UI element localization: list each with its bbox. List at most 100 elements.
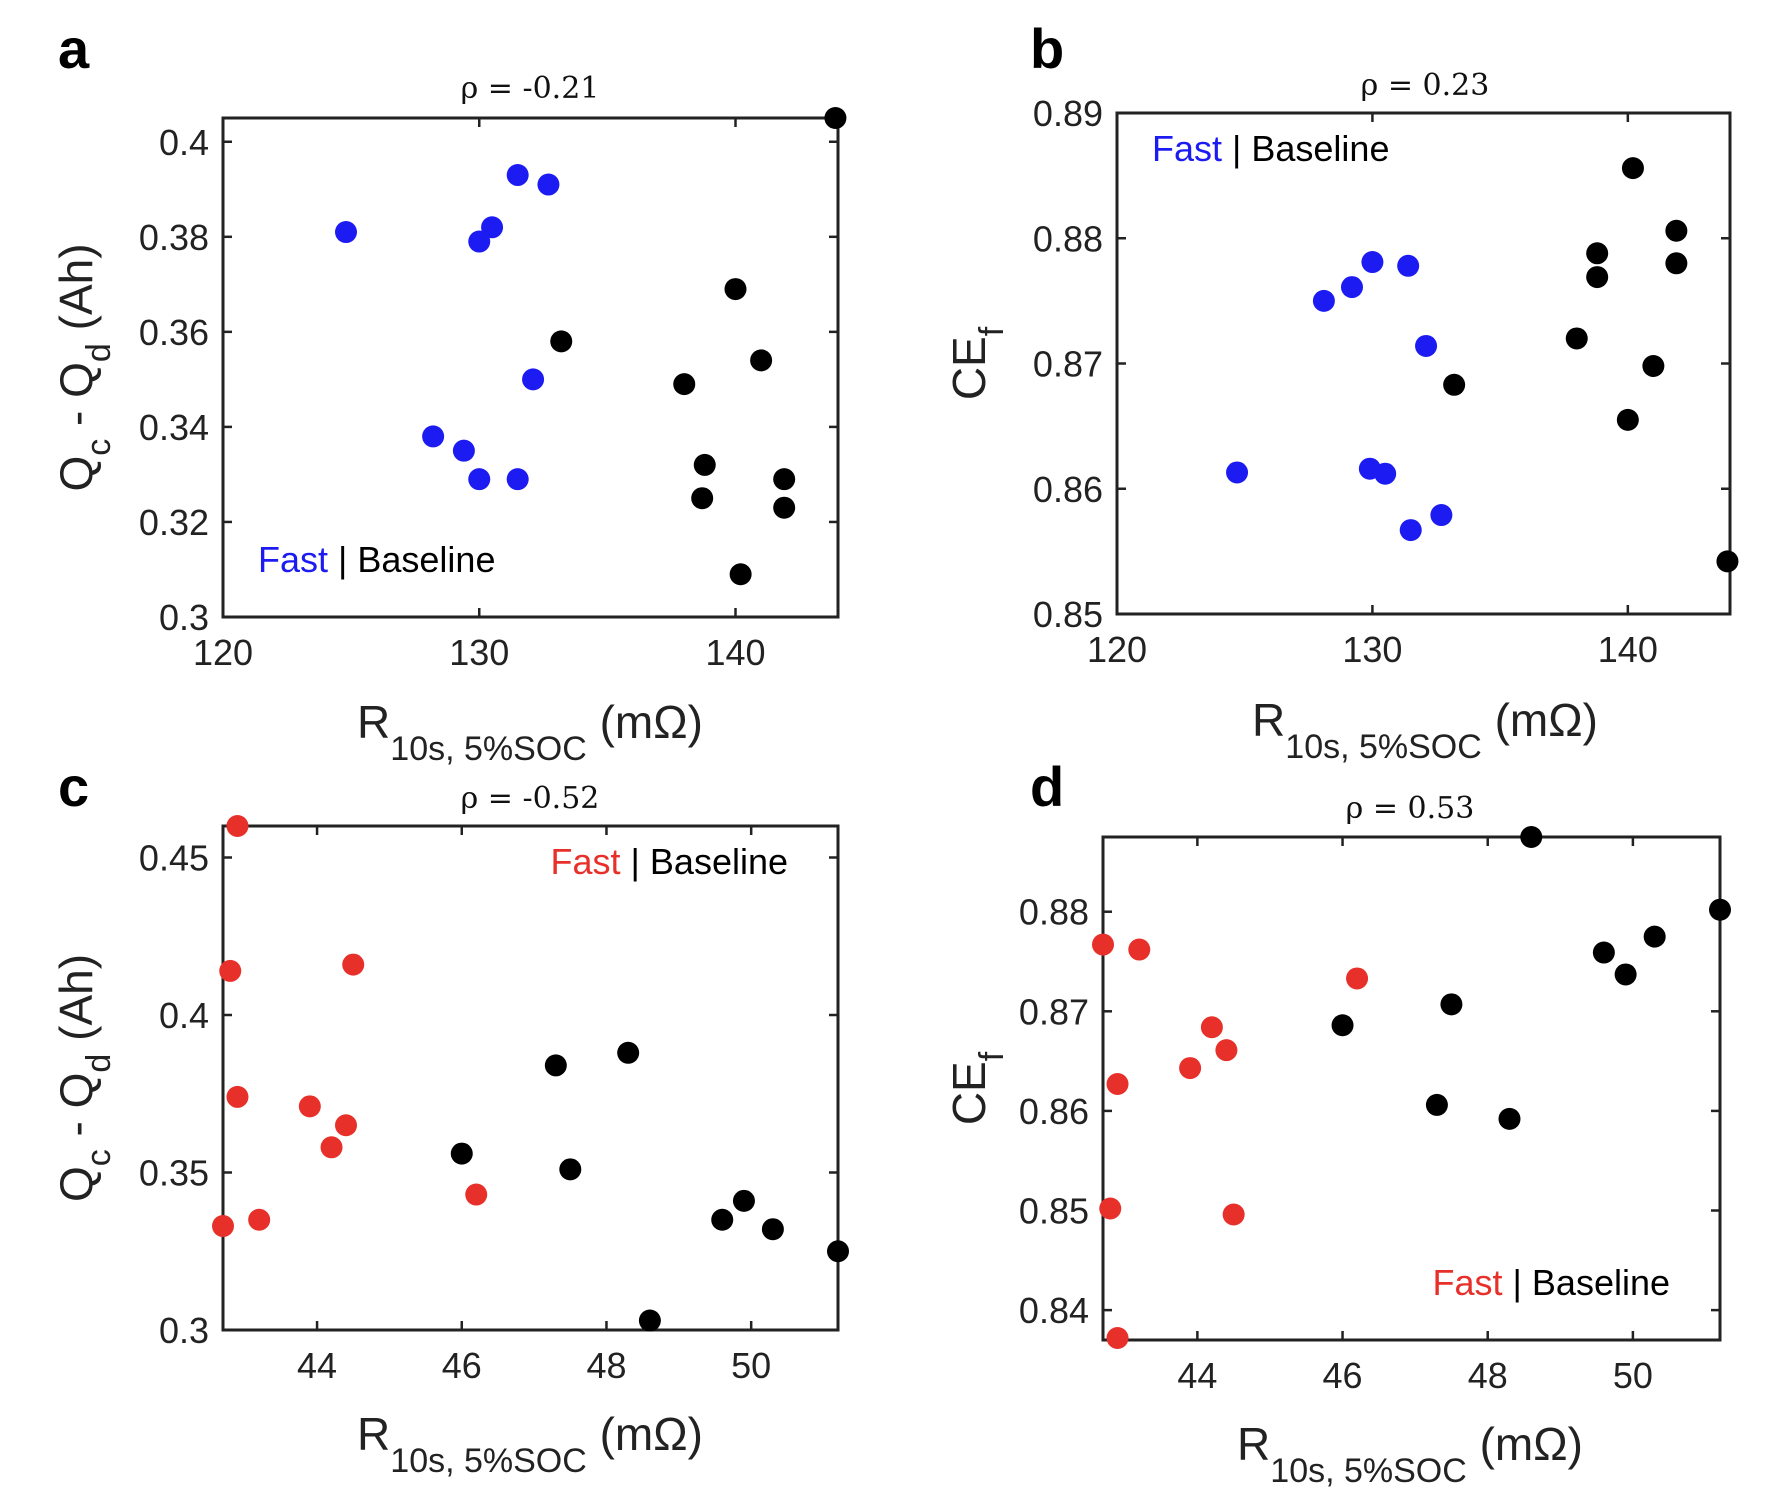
x-tick-label: 44 xyxy=(297,1345,337,1386)
y-tick-label: 0.32 xyxy=(139,502,209,543)
data-point-baseline xyxy=(1709,898,1731,921)
y-tick-label: 0.86 xyxy=(1033,469,1103,510)
data-point-fast xyxy=(298,1095,321,1118)
x-tick-label: 120 xyxy=(193,632,253,673)
data-point-fast xyxy=(335,1114,357,1137)
y-tick-label: 0.38 xyxy=(139,217,209,258)
x-tick-label: 50 xyxy=(1613,1355,1653,1396)
y-tick-label: 0.4 xyxy=(159,995,209,1036)
legend-fast: Fast xyxy=(258,539,328,580)
data-point-fast xyxy=(465,1183,488,1206)
chart-title: ρ = -0.21 xyxy=(461,71,600,106)
series-fast xyxy=(1092,933,1369,1350)
legend-baseline: Baseline xyxy=(357,539,495,580)
data-point-baseline xyxy=(691,487,714,510)
x-tick-label: 140 xyxy=(1598,629,1658,670)
x-axis-label: R10s, 5%SOC (mΩ) xyxy=(1237,1418,1583,1490)
x-axis-label: R10s, 5%SOC (mΩ) xyxy=(1252,694,1598,766)
data-point-fast xyxy=(212,1215,234,1238)
data-point-fast xyxy=(1361,251,1384,274)
data-point-baseline xyxy=(1440,993,1463,1016)
panel-c: c ρ = -0.52 44 46 48 50 0.3 0.35 0.4 0.45 R10s, 5%… xyxy=(50,755,849,1480)
series-fast xyxy=(1226,251,1453,542)
series-baseline xyxy=(1331,826,1731,1130)
data-point-baseline xyxy=(693,453,716,476)
data-point-baseline xyxy=(773,468,796,491)
y-axis-label: Qc - Qd (Ah) xyxy=(50,243,118,491)
data-point-fast xyxy=(226,1085,249,1108)
data-point-baseline xyxy=(1586,242,1609,265)
data-point-fast xyxy=(452,439,475,462)
data-point-baseline xyxy=(750,349,773,372)
data-point-baseline xyxy=(450,1142,473,1165)
series-baseline xyxy=(1443,157,1739,573)
x-tick-label: 130 xyxy=(449,632,509,673)
data-point-fast xyxy=(342,953,365,976)
y-tick-label: 0.34 xyxy=(139,407,209,448)
data-point-baseline xyxy=(729,563,752,586)
data-point-baseline xyxy=(1614,963,1637,986)
x-tick-label: 46 xyxy=(1323,1355,1363,1396)
panel-b: b ρ = 0.23 120 130 140 0.85 0.86 0.87 0.88 0.89 R1… xyxy=(943,17,1739,766)
data-point-baseline xyxy=(773,496,796,519)
series-baseline xyxy=(550,107,847,586)
data-point-baseline xyxy=(1642,355,1665,378)
data-point-fast xyxy=(468,468,491,491)
axes-frame xyxy=(221,116,840,619)
y-tick-label: 0.3 xyxy=(159,597,209,638)
data-point-baseline xyxy=(1565,327,1588,350)
data-point-baseline xyxy=(1616,408,1639,431)
legend: Fast | Baseline xyxy=(258,539,495,580)
panel-d: d ρ = 0.53 44 46 48 50 0.84 0.85 0.86 0.87 0.88 R10… xyxy=(943,755,1731,1490)
legend: Fast | Baseline xyxy=(551,841,788,882)
data-point-fast xyxy=(248,1208,271,1231)
data-point-fast xyxy=(1312,289,1335,312)
data-point-fast xyxy=(219,959,242,982)
y-tick-label: 0.86 xyxy=(1019,1091,1089,1132)
data-point-fast xyxy=(1092,933,1114,956)
y-tick-label: 0.85 xyxy=(1033,594,1103,635)
panel-letter: b xyxy=(1030,17,1064,80)
legend-fast: Fast xyxy=(1152,128,1222,169)
data-point-fast xyxy=(1099,1197,1122,1220)
data-point-baseline xyxy=(1621,157,1644,180)
series-baseline xyxy=(450,1041,849,1332)
y-tick-label: 0.45 xyxy=(139,838,209,879)
y-axis-label: CEf xyxy=(943,326,1011,400)
data-point-baseline xyxy=(617,1041,640,1064)
y-tick-label: 0.87 xyxy=(1019,991,1089,1032)
legend-fast: Fast xyxy=(551,841,621,882)
data-point-fast xyxy=(320,1136,343,1159)
legend-fast: Fast xyxy=(1433,1262,1503,1303)
data-point-baseline xyxy=(761,1218,784,1241)
data-point-baseline xyxy=(1443,373,1466,396)
data-point-fast xyxy=(1128,938,1151,961)
y-tick-label: 0.89 xyxy=(1033,93,1103,134)
data-point-baseline xyxy=(1498,1107,1521,1130)
data-point-fast xyxy=(506,468,529,491)
data-point-baseline xyxy=(1331,1014,1354,1037)
data-point-fast xyxy=(226,815,249,837)
data-point-baseline xyxy=(1592,941,1615,964)
x-axis-label: R10s, 5%SOC (mΩ) xyxy=(357,1408,703,1480)
chart-title: ρ = 0.23 xyxy=(1361,68,1490,103)
y-tick-label: 0.3 xyxy=(159,1310,209,1351)
y-tick-label: 0.87 xyxy=(1033,344,1103,385)
data-point-fast xyxy=(335,221,357,244)
data-point-fast xyxy=(1106,1327,1129,1350)
data-point-fast xyxy=(1340,276,1363,299)
panel-letter: c xyxy=(58,755,89,818)
data-point-fast xyxy=(468,230,491,253)
data-point-fast xyxy=(1397,254,1420,277)
axes-frame xyxy=(221,824,840,1332)
legend: Fast | Baseline xyxy=(1152,128,1389,169)
data-point-fast xyxy=(1215,1039,1238,1062)
x-axis-label: R10s, 5%SOC (mΩ) xyxy=(357,696,703,768)
data-point-baseline xyxy=(1586,266,1609,289)
data-point-fast xyxy=(422,425,445,448)
data-point-fast xyxy=(1399,519,1422,542)
y-axis-label: Qc - Qd (Ah) xyxy=(50,954,118,1202)
y-tick-label: 0.35 xyxy=(139,1153,209,1194)
data-point-fast xyxy=(522,368,545,391)
axes-frame xyxy=(1115,111,1732,616)
